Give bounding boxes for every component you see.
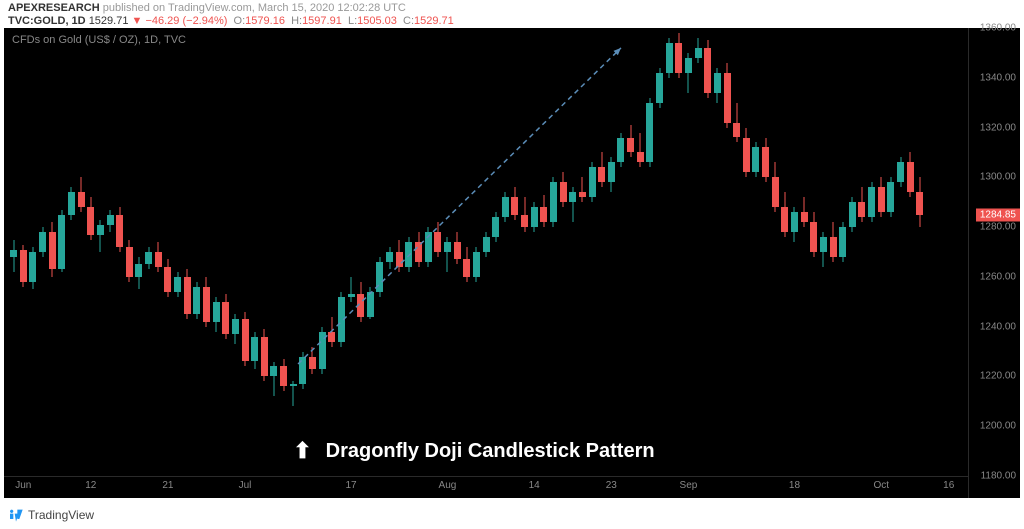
publish-line: APEXRESEARCH published on TradingView.co… [8, 2, 1016, 15]
x-tick: Jul [239, 480, 252, 491]
h-label: H: [291, 15, 302, 27]
y-tick: 1220.00 [980, 371, 1016, 382]
last-price: 1529.71 [89, 15, 129, 27]
price-tag: 1284.85 [976, 209, 1020, 222]
x-tick: 16 [943, 480, 954, 491]
y-tick: 1200.00 [980, 421, 1016, 432]
y-tick: 1180.00 [981, 471, 1016, 482]
x-axis: Jun 12 21 Jul 17 Aug 14 23 Sep 18 Oct 16 [4, 476, 968, 498]
y-tick: 1260.00 [980, 271, 1016, 282]
publish-text: published on TradingView.com, [100, 2, 258, 14]
x-tick: 17 [345, 480, 356, 491]
x-tick: Jun [15, 480, 31, 491]
o-val: 1579.16 [245, 15, 285, 27]
x-tick: Sep [680, 480, 698, 491]
c-val: 1529.71 [414, 15, 454, 27]
arrow-up-icon: ⬆ [293, 438, 311, 464]
c-label: C: [403, 15, 414, 27]
header-bar: APEXRESEARCH published on TradingView.co… [0, 0, 1024, 28]
x-tick: 12 [85, 480, 96, 491]
l-label: L: [348, 15, 357, 27]
y-tick: 1360.00 [980, 23, 1016, 34]
chart-plot[interactable]: ⬆ Dragonfly Doji Candlestick Pattern [4, 28, 968, 476]
y-tick: 1300.00 [980, 172, 1016, 183]
h-val: 1597.91 [302, 15, 342, 27]
o-label: O: [234, 15, 246, 27]
l-val: 1505.03 [357, 15, 397, 27]
x-tick: 21 [162, 480, 173, 491]
x-tick: Oct [873, 480, 889, 491]
y-tick: 1240.00 [980, 321, 1016, 332]
annotation-text: Dragonfly Doji Candlestick Pattern [326, 440, 655, 463]
y-axis: 1180.00 1200.00 1220.00 1240.00 1260.00 1280.… [968, 28, 1020, 498]
publish-date: March 15, 2020 12:02:28 UTC [258, 2, 406, 14]
footer: TradingView [8, 503, 94, 527]
x-tick: 18 [789, 480, 800, 491]
x-tick: 23 [606, 480, 617, 491]
y-tick: 1280.00 [980, 222, 1016, 233]
x-tick: 14 [529, 480, 540, 491]
y-tick: 1340.00 [980, 72, 1016, 83]
tradingview-icon [8, 507, 24, 523]
footer-brand: TradingView [28, 508, 94, 522]
publisher: APEXRESEARCH [8, 2, 100, 14]
annotation-label: ⬆ Dragonfly Doji Candlestick Pattern [293, 438, 654, 464]
ohlc-line: TVC:GOLD, 1D 1529.71 ▼ −46.29 (−2.94%) O… [8, 15, 1016, 28]
change: −46.29 (−2.94%) [145, 15, 227, 27]
trend-arrow [4, 28, 968, 476]
down-arrow-icon: ▼ [132, 15, 143, 27]
chart-area[interactable]: CFDs on Gold (US$ / OZ), 1D, TVC ⬆Dragon… [4, 28, 1020, 498]
x-tick: Aug [439, 480, 457, 491]
symbol: TVC:GOLD, 1D [8, 15, 86, 27]
y-tick: 1320.00 [980, 122, 1016, 133]
